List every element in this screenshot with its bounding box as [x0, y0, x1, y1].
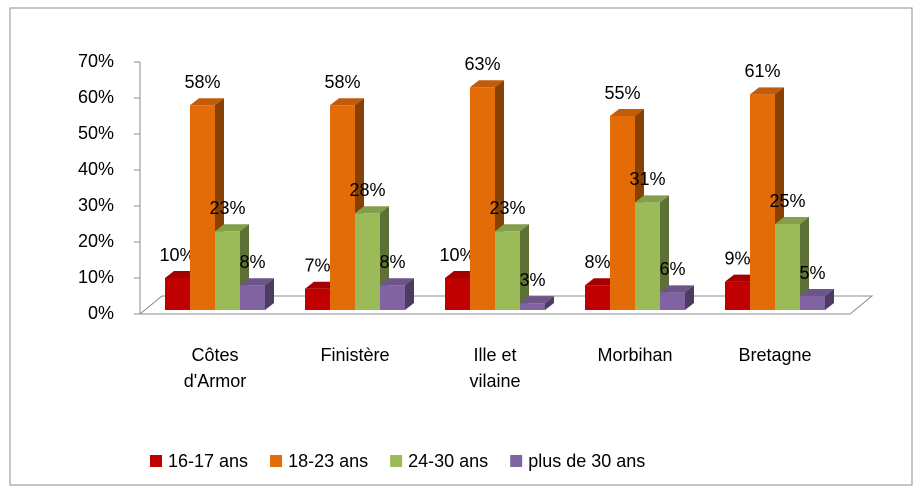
- bar-front: [775, 224, 800, 310]
- bar: [240, 278, 274, 310]
- data-label: 23%: [209, 198, 245, 218]
- data-label: 31%: [629, 169, 665, 189]
- bar: [520, 296, 554, 310]
- legend-label: 24-30 ans: [408, 451, 488, 471]
- bar-top: [215, 224, 249, 232]
- y-tick-label: 20%: [78, 231, 114, 251]
- data-label: 8%: [584, 252, 610, 272]
- bar-front: [635, 202, 660, 310]
- floor: [138, 295, 874, 315]
- bar-side: [800, 217, 809, 310]
- bar-front: [330, 105, 355, 310]
- bar-top: [520, 296, 554, 304]
- bar-front: [585, 285, 610, 310]
- y-tick-label: 10%: [78, 267, 114, 287]
- data-label: 58%: [324, 72, 360, 92]
- data-label: 6%: [659, 259, 685, 279]
- bar-front: [660, 292, 685, 310]
- bar-top: [380, 278, 414, 286]
- x-tick-label: Finistère: [320, 345, 390, 365]
- bar: [470, 80, 504, 310]
- bar-front: [215, 231, 240, 310]
- bar: [775, 217, 809, 310]
- data-label: 58%: [184, 72, 220, 92]
- bar: [660, 285, 694, 310]
- bar: [635, 195, 669, 310]
- legend-label: 18-23 ans: [288, 451, 368, 471]
- bar-front: [445, 278, 470, 310]
- y-tick-label: 60%: [78, 87, 114, 107]
- y-tick-label: 0%: [88, 303, 114, 323]
- data-label: 10%: [439, 245, 475, 265]
- legend-swatch: [510, 455, 523, 467]
- bar-front: [800, 296, 825, 310]
- bar-front: [190, 105, 215, 310]
- bar-front: [750, 94, 775, 311]
- x-tick-label: Ille et vilaine: [469, 345, 521, 391]
- y-tick-label: 30%: [78, 195, 114, 215]
- data-label: 23%: [489, 198, 525, 218]
- bar-front: [165, 278, 190, 310]
- bar-front: [610, 116, 635, 310]
- data-label: 63%: [464, 54, 500, 74]
- bar-top: [750, 87, 784, 95]
- bar-top: [240, 278, 274, 286]
- bar-front: [380, 285, 405, 310]
- data-label: 55%: [604, 83, 640, 103]
- bar-top: [330, 98, 364, 106]
- bar-top: [190, 98, 224, 106]
- data-label: 8%: [379, 252, 405, 272]
- bar-top: [610, 109, 644, 116]
- bar-side: [685, 285, 694, 310]
- bar-side: [545, 296, 554, 310]
- data-label: 7%: [304, 256, 330, 276]
- data-label: 5%: [799, 263, 825, 283]
- bar-top: [775, 217, 809, 224]
- bar-top: [470, 80, 504, 88]
- bar-front: [470, 87, 495, 310]
- bar-top: [660, 285, 694, 293]
- x-tick-label: Côtes d'Armor: [183, 345, 247, 391]
- data-label: 28%: [349, 180, 385, 200]
- bar-side: [265, 278, 274, 310]
- y-tick-label: 40%: [78, 159, 114, 179]
- legend-label: plus de 30 ans: [528, 451, 645, 471]
- data-label: 25%: [769, 191, 805, 211]
- legend-label: 16-17 ans: [168, 451, 248, 471]
- bar-front: [725, 281, 750, 310]
- x-tick-label: Bretagne: [738, 345, 812, 365]
- data-label: 8%: [239, 252, 265, 272]
- bar: [800, 289, 834, 310]
- bar-front: [520, 303, 545, 310]
- bar: [750, 87, 784, 311]
- data-label: 9%: [724, 248, 750, 268]
- bar-side: [660, 195, 669, 310]
- bar-side: [520, 224, 529, 310]
- bar-front: [240, 285, 265, 310]
- bar: [380, 278, 414, 310]
- legend-swatch: [390, 455, 403, 467]
- data-label: 3%: [519, 270, 545, 290]
- bar-top: [495, 224, 529, 232]
- x-tick-label: Morbihan: [597, 345, 673, 365]
- bar-front: [495, 231, 520, 310]
- bar-front: [355, 213, 380, 310]
- bar-top: [800, 289, 834, 296]
- bar: [495, 224, 529, 310]
- data-label: 10%: [159, 245, 195, 265]
- bar-top: [355, 206, 389, 214]
- bar-side: [825, 289, 834, 310]
- legend-swatch: [150, 455, 162, 467]
- bar-top: [635, 195, 669, 203]
- legend-swatch: [270, 455, 283, 467]
- bar-front: [305, 288, 330, 310]
- y-tick-label: 70%: [78, 51, 114, 71]
- bar-side: [405, 278, 414, 310]
- data-label: 61%: [744, 61, 780, 81]
- y-tick-label: 50%: [78, 123, 114, 143]
